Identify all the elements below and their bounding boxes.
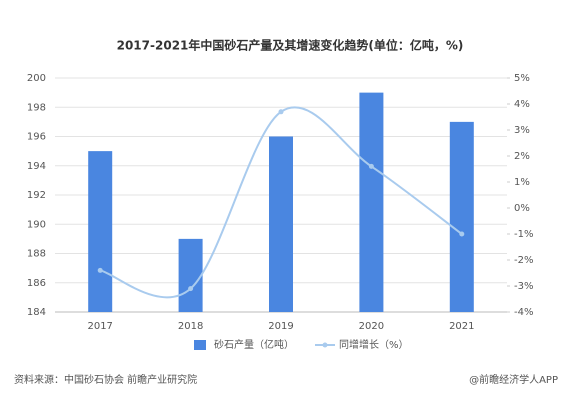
y2-tick-label: 2% [514, 151, 530, 162]
y2-tick-label: 0% [514, 203, 530, 214]
line-point [278, 109, 284, 115]
x-tick-label: 2019 [268, 321, 293, 332]
legend-label: 同增增长（%） [339, 338, 409, 351]
y-tick-label: 194 [27, 161, 46, 172]
y-tick-label: 188 [27, 249, 46, 260]
line-point [368, 163, 374, 169]
y2-tick-label: -2% [514, 255, 533, 266]
y2-tick-label: -4% [514, 307, 533, 318]
source-note: 资料来源：中国砂石协会 前瞻产业研究院 [14, 373, 197, 386]
x-tick-label: 2018 [178, 321, 203, 332]
chart-title: 2017-2021年中国砂石产量及其增速变化趋势(单位：亿吨，%) [117, 38, 464, 53]
y-tick-label: 196 [27, 132, 46, 143]
y2-tick-label: -3% [514, 281, 533, 292]
line-point [188, 286, 194, 292]
bar [359, 92, 384, 312]
bar [449, 121, 474, 312]
x-tick-label: 2021 [449, 321, 474, 332]
line-point [97, 267, 103, 273]
y2-tick-label: 4% [514, 99, 530, 110]
y-tick-label: 200 [27, 73, 46, 84]
legend-swatch [322, 342, 328, 348]
y-tick-label: 190 [27, 219, 46, 230]
y-tick-label: 198 [27, 102, 46, 113]
legend-swatch [194, 340, 206, 350]
line [99, 106, 463, 299]
y2-tick-label: 1% [514, 177, 530, 188]
y2-tick-label: -1% [514, 229, 533, 240]
legend-label: 砂石产量（亿吨） [214, 338, 294, 351]
y-tick-label: 186 [27, 278, 46, 289]
x-tick-label: 2017 [87, 321, 112, 332]
x-tick-label: 2020 [359, 321, 384, 332]
line-point [459, 231, 465, 237]
y-tick-label: 184 [27, 307, 46, 318]
y2-tick-label: 5% [514, 73, 530, 84]
bar [178, 238, 203, 312]
bar [88, 151, 113, 312]
bar [269, 136, 293, 312]
credit: @前瞻经济学人APP [469, 373, 558, 386]
y-tick-label: 192 [27, 190, 46, 201]
y2-tick-label: 3% [514, 125, 530, 136]
